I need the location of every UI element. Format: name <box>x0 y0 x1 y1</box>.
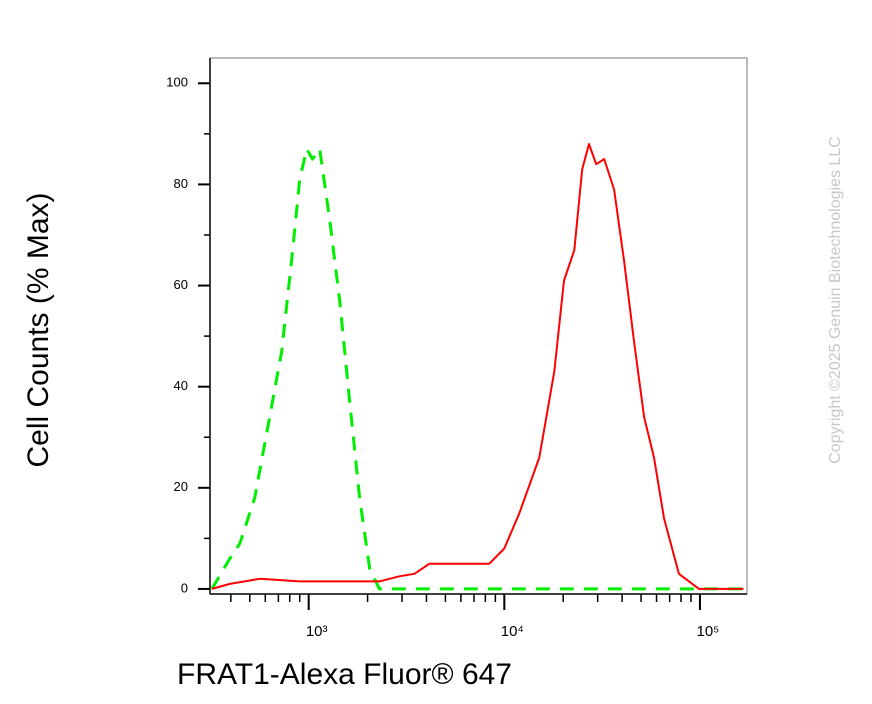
x-tick-label: 10³ <box>306 623 328 640</box>
y-tick-label: 40 <box>174 378 188 393</box>
x-axis-label: FRAT1-Alexa Fluor® 647 <box>177 658 512 691</box>
x-tick-label: 10⁴ <box>501 623 524 640</box>
y-tick-label: 80 <box>174 176 188 191</box>
x-tick-label: 10⁵ <box>696 623 719 640</box>
plot-frame <box>209 57 748 595</box>
histogram-line <box>210 147 744 591</box>
y-tick-label: 60 <box>174 277 188 292</box>
y-tick-label: 0 <box>181 580 188 595</box>
y-tick-label: 20 <box>174 479 188 494</box>
copyright: Copyright ©2025 Genuin Biotechnologies L… <box>827 136 844 464</box>
y-tick-label: 100 <box>166 75 188 90</box>
y-axis-label: Cell Counts (% Max) <box>22 192 55 467</box>
histogram-line <box>211 143 744 590</box>
